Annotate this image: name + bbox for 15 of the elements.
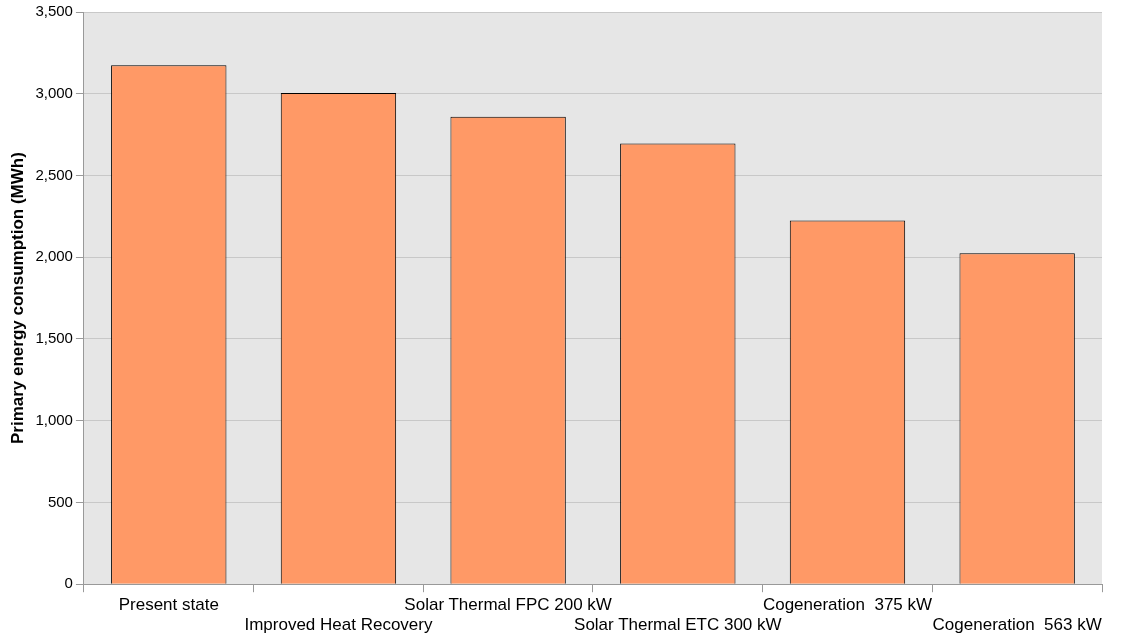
y-axis-title: Primary energy consumption (MWh) [7,152,27,445]
y-tick-label: 1,500 [35,329,73,347]
x-tick-label: Solar Thermal ETC 300 kW [574,615,782,635]
y-tick-label: 1,000 [35,410,73,428]
y-tick-label: 500 [47,492,73,510]
y-tick-label: 3,000 [35,83,73,101]
x-tick-label: Cogeneration 375 kW [762,595,933,615]
x-tick-label: Improved Heat Recovery [244,615,433,635]
y-tick-label: 2,000 [35,247,73,265]
y-tick-label: 0 [64,574,73,592]
y-tick-label: 3,500 [35,2,73,20]
x-tick-label: Solar Thermal FPC 200 kW [404,595,612,615]
x-tick-label: Cogeneration 563 kW [932,615,1102,635]
y-tick-label: 2,500 [35,165,73,183]
x-tick-label: Present state [118,595,219,615]
